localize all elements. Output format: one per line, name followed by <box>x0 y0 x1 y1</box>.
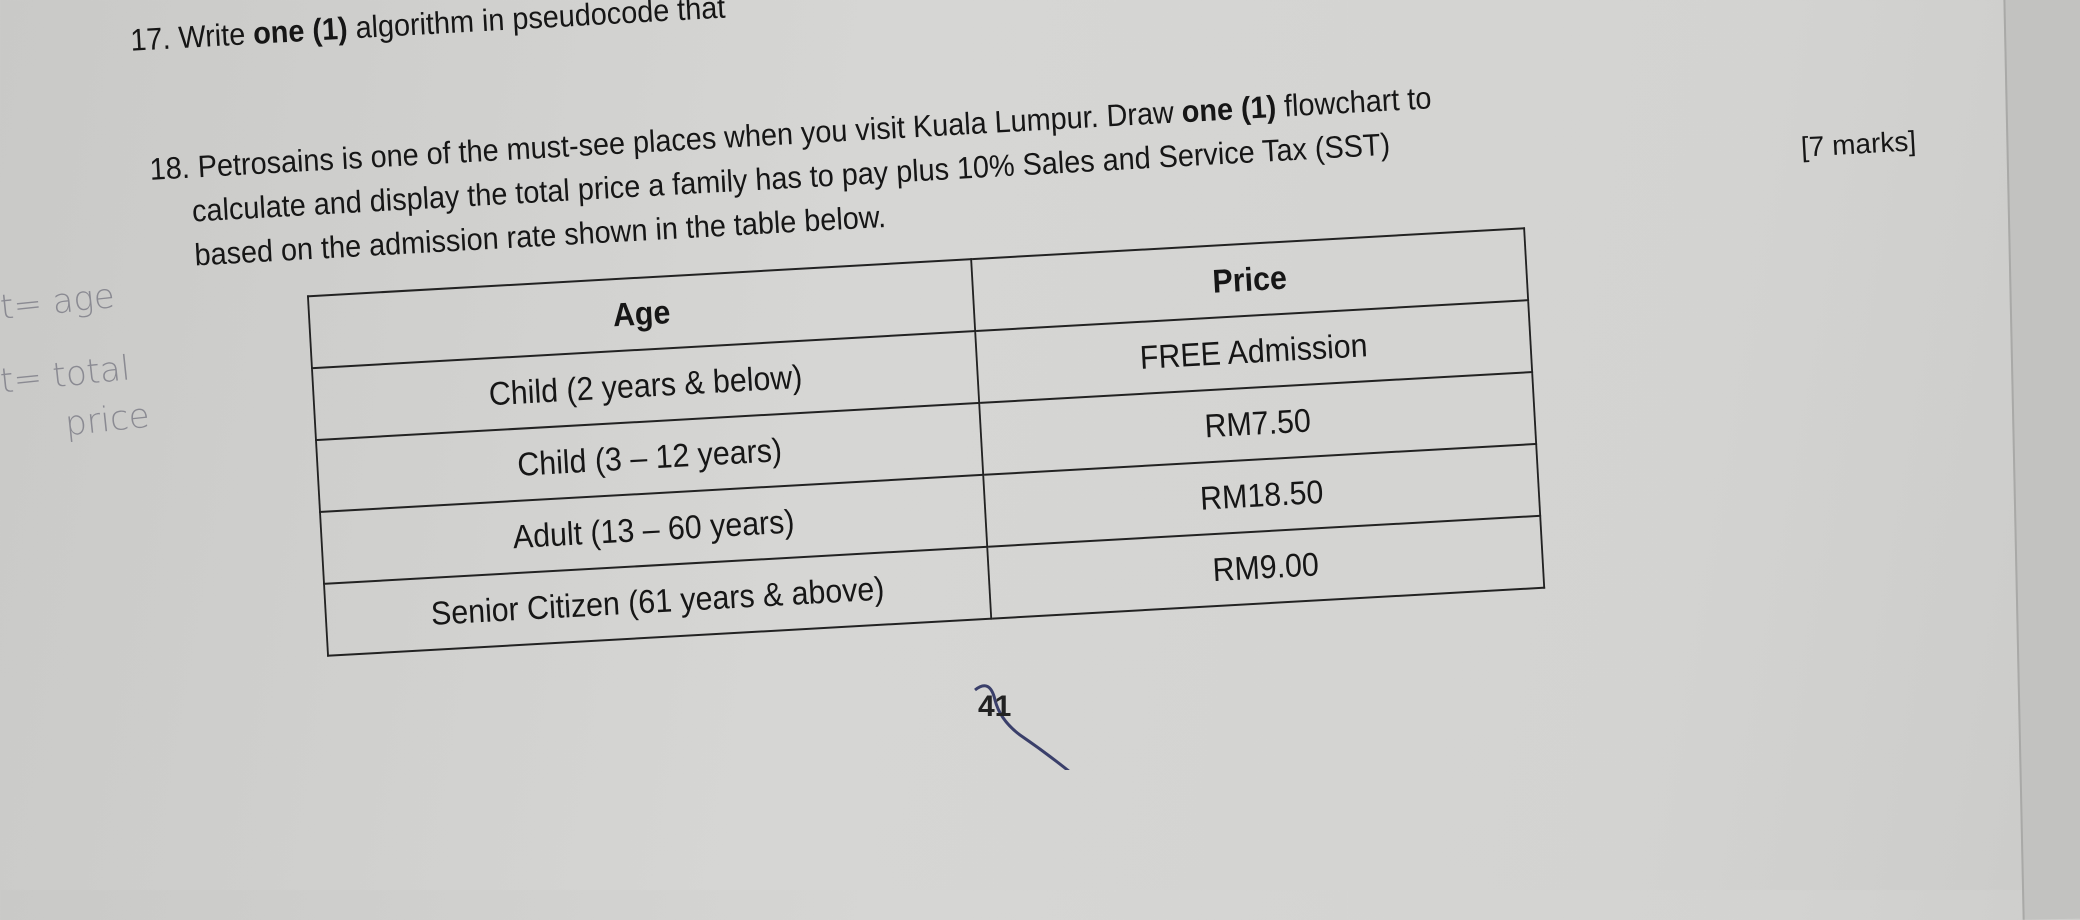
q17-text-after: algorithm in pseudocode that <box>346 0 727 46</box>
q17-number: 17. <box>129 20 172 58</box>
question-17: 17. Write one (1) algorithm in pseudocod… <box>129 0 726 59</box>
page-number: 41 <box>978 690 1012 723</box>
admission-table: Age Price Child (2 years & below) FREE A… <box>307 227 1545 657</box>
q18-bold: one (1) <box>1180 88 1278 130</box>
marks-label: [7 marks] <box>1800 125 1917 163</box>
q18-text-after: flowchart to <box>1275 80 1433 124</box>
q18-number: 18. <box>148 149 191 187</box>
handwritten-tick-mark <box>974 684 1070 770</box>
q17-bold: one (1) <box>252 10 349 51</box>
q17-text: Write <box>177 15 255 56</box>
